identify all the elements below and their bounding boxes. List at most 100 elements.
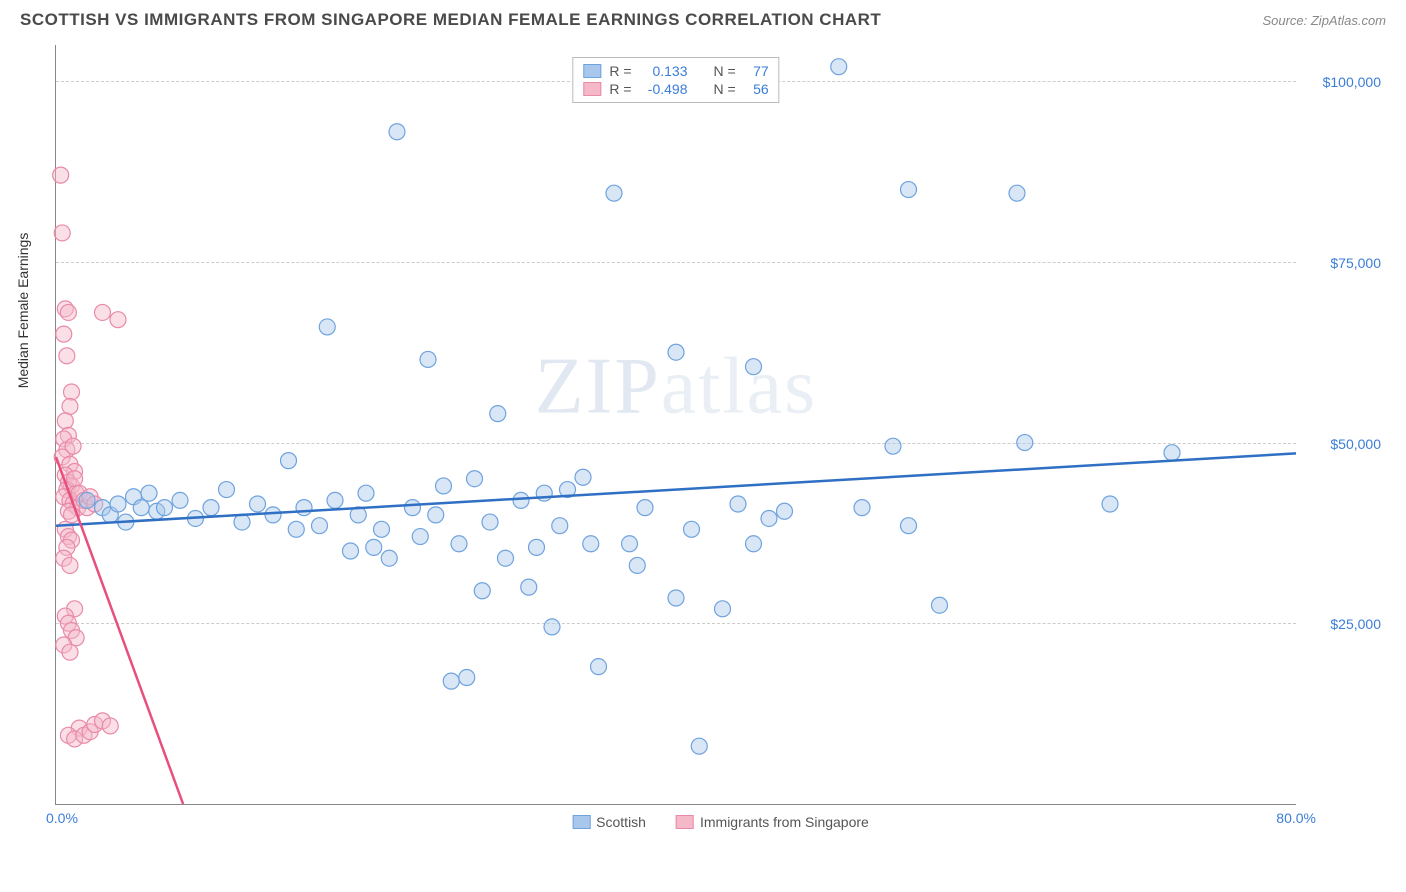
- data-point: [668, 344, 684, 360]
- data-point: [451, 536, 467, 552]
- data-point: [312, 518, 328, 534]
- y-tick-label: $50,000: [1330, 436, 1381, 452]
- r-label-1: R =: [609, 63, 631, 79]
- n-label-1: N =: [714, 63, 736, 79]
- data-point: [405, 500, 421, 516]
- data-point: [730, 496, 746, 512]
- data-point: [746, 359, 762, 375]
- data-point: [366, 539, 382, 555]
- data-point: [389, 124, 405, 140]
- data-point: [62, 398, 78, 414]
- data-point: [443, 673, 459, 689]
- data-point: [428, 507, 444, 523]
- data-point: [932, 597, 948, 613]
- data-point: [102, 718, 118, 734]
- data-point: [319, 319, 335, 335]
- trend-line: [56, 453, 1296, 525]
- legend-item-scottish: Scottish: [572, 814, 646, 830]
- data-point: [56, 326, 72, 342]
- data-point: [490, 406, 506, 422]
- data-point: [64, 384, 80, 400]
- data-point: [436, 478, 452, 494]
- legend-item-immigrants: Immigrants from Singapore: [676, 814, 869, 830]
- data-point: [591, 659, 607, 675]
- data-point: [358, 485, 374, 501]
- r-value-2: -0.498: [640, 81, 688, 97]
- data-point: [668, 590, 684, 606]
- data-point: [831, 59, 847, 75]
- data-point: [777, 503, 793, 519]
- data-point: [575, 469, 591, 485]
- legend-label-scottish: Scottish: [596, 814, 646, 830]
- data-point: [715, 601, 731, 617]
- data-point: [521, 579, 537, 595]
- chart-container: Median Female Earnings ZIPatlas $25,000$…: [55, 35, 1386, 835]
- data-point: [327, 492, 343, 508]
- data-point: [374, 521, 390, 537]
- data-point: [67, 471, 83, 487]
- swatch-immigrants: [583, 82, 601, 96]
- data-point: [513, 492, 529, 508]
- data-point: [482, 514, 498, 530]
- data-point: [381, 550, 397, 566]
- n-label-2: N =: [714, 81, 736, 97]
- data-point: [110, 312, 126, 328]
- data-point: [1009, 185, 1025, 201]
- data-point: [203, 500, 219, 516]
- data-point: [552, 518, 568, 534]
- n-value-2: 56: [744, 81, 769, 97]
- data-point: [901, 182, 917, 198]
- y-axis-title: Median Female Earnings: [15, 233, 31, 389]
- data-point: [172, 492, 188, 508]
- data-point: [544, 619, 560, 635]
- legend-swatch-scottish: [572, 815, 590, 829]
- data-point: [1164, 445, 1180, 461]
- data-point: [54, 225, 70, 241]
- r-label-2: R =: [609, 81, 631, 97]
- data-point: [141, 485, 157, 501]
- scatter-plot-svg: [56, 45, 1296, 804]
- x-tick-min: 0.0%: [46, 810, 78, 826]
- plot-area: ZIPatlas $25,000$50,000$75,000$100,000 R…: [55, 45, 1296, 805]
- data-point: [60, 304, 76, 320]
- data-point: [885, 438, 901, 454]
- data-point: [219, 482, 235, 498]
- data-point: [157, 500, 173, 516]
- x-tick-max: 80.0%: [1276, 810, 1316, 826]
- data-point: [1017, 435, 1033, 451]
- data-point: [281, 453, 297, 469]
- swatch-scottish: [583, 64, 601, 78]
- data-point: [761, 510, 777, 526]
- data-point: [57, 413, 73, 429]
- data-point: [265, 507, 281, 523]
- data-point: [412, 529, 428, 545]
- data-point: [95, 304, 111, 320]
- legend-swatch-immigrants: [676, 815, 694, 829]
- n-value-1: 77: [744, 63, 769, 79]
- data-point: [467, 471, 483, 487]
- data-point: [474, 583, 490, 599]
- data-point: [629, 557, 645, 573]
- data-point: [691, 738, 707, 754]
- data-point: [622, 536, 638, 552]
- data-point: [606, 185, 622, 201]
- data-point: [296, 500, 312, 516]
- legend-label-immigrants: Immigrants from Singapore: [700, 814, 869, 830]
- data-point: [684, 521, 700, 537]
- chart-title: SCOTTISH VS IMMIGRANTS FROM SINGAPORE ME…: [20, 10, 881, 30]
- data-point: [459, 670, 475, 686]
- data-point: [250, 496, 266, 512]
- data-point: [343, 543, 359, 559]
- data-point: [1102, 496, 1118, 512]
- data-point: [420, 351, 436, 367]
- data-point: [62, 557, 78, 573]
- data-point: [498, 550, 514, 566]
- r-value-1: 0.133: [640, 63, 688, 79]
- stats-legend-box: R = 0.133 N = 77 R = -0.498 N = 56: [572, 57, 779, 103]
- data-point: [62, 644, 78, 660]
- data-point: [583, 536, 599, 552]
- data-point: [234, 514, 250, 530]
- y-tick-label: $100,000: [1323, 74, 1381, 90]
- data-point: [110, 496, 126, 512]
- stats-row-immigrants: R = -0.498 N = 56: [583, 80, 768, 98]
